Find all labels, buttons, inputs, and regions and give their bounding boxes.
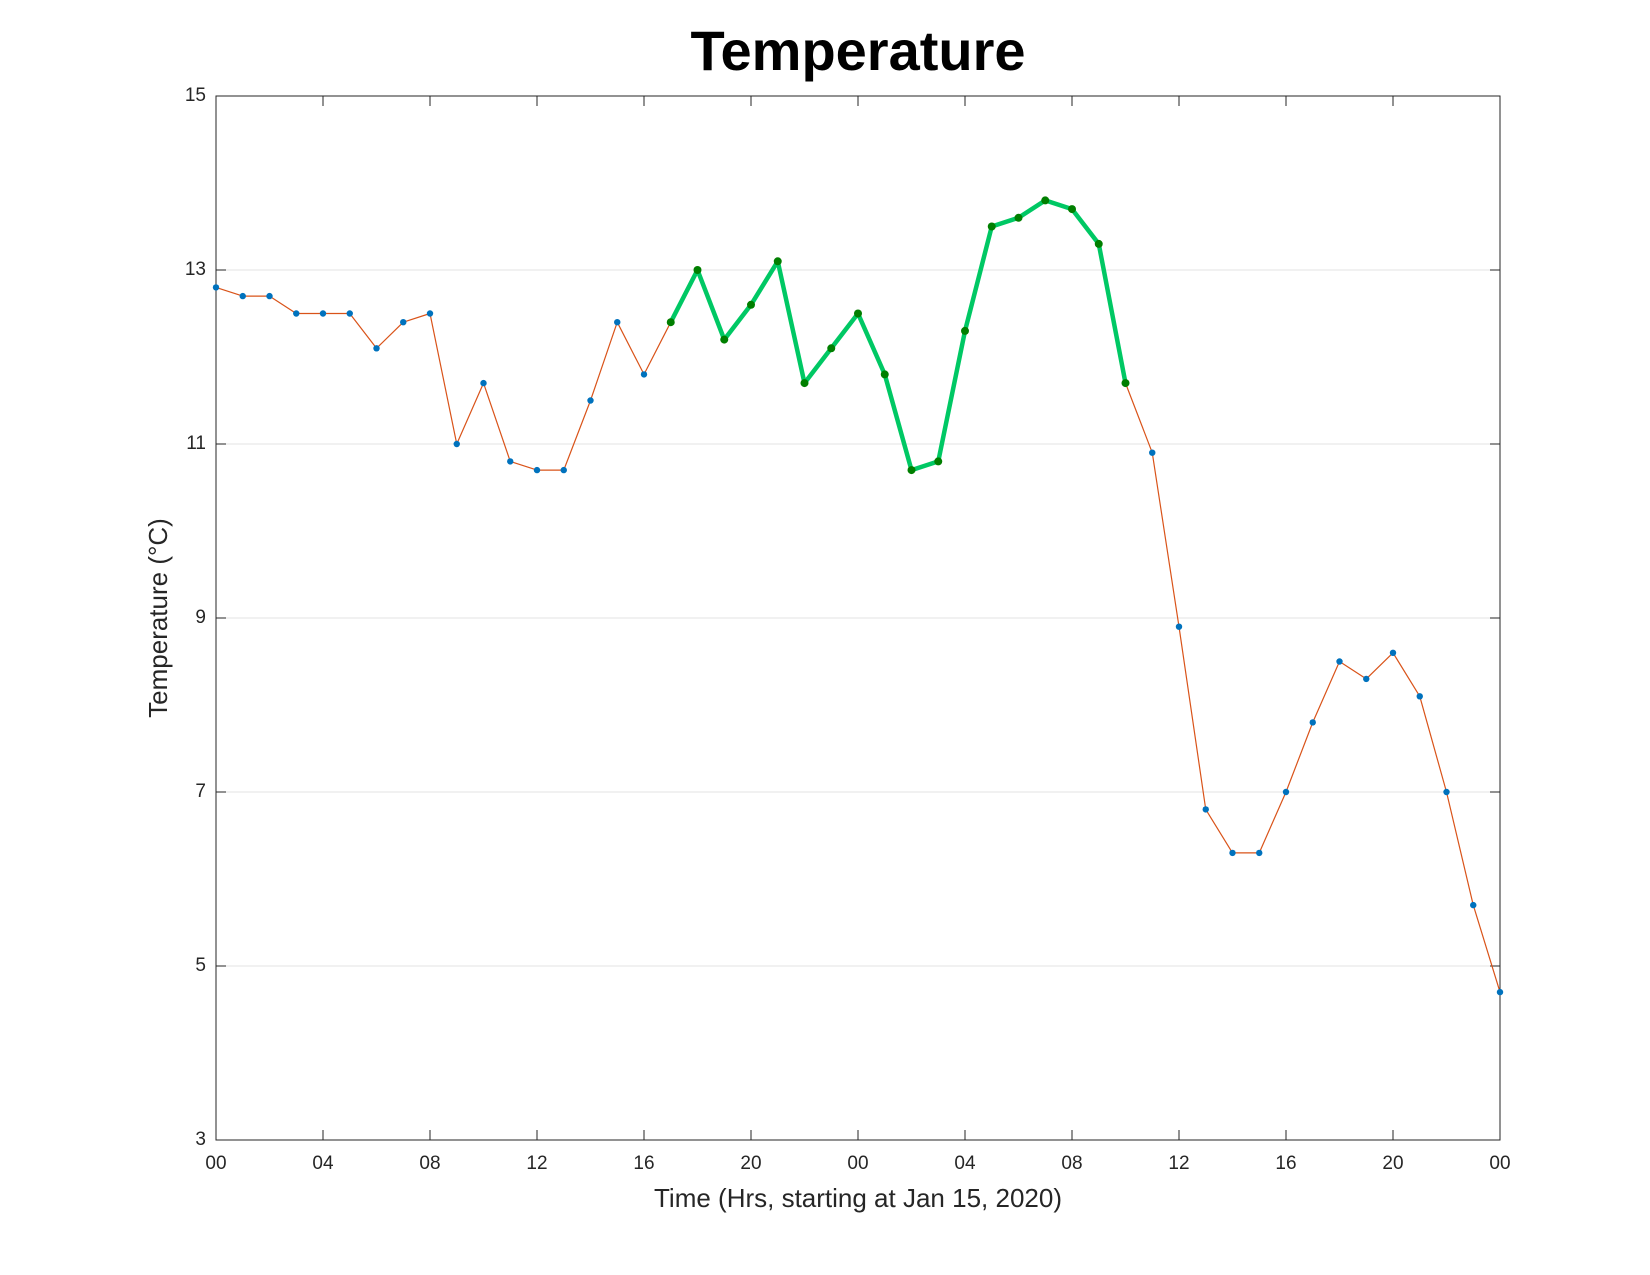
data-point xyxy=(854,309,862,318)
x-tick-label: 16 xyxy=(1275,1153,1296,1174)
y-tick-label: 11 xyxy=(186,433,206,454)
data-point xyxy=(934,457,943,466)
data-point xyxy=(880,370,889,379)
data-point xyxy=(1202,806,1209,813)
series-line xyxy=(215,199,1501,993)
x-tick-label: 12 xyxy=(1168,1153,1189,1174)
x-tick-label: 12 xyxy=(526,1153,547,1174)
data-point xyxy=(1282,788,1290,796)
y-tick-label: 9 xyxy=(195,607,206,628)
data-point xyxy=(773,257,782,266)
data-point xyxy=(1496,988,1504,996)
data-point xyxy=(987,222,996,231)
data-point xyxy=(666,318,675,327)
data-point xyxy=(1094,239,1103,248)
data-point xyxy=(480,379,487,387)
data-point xyxy=(587,397,594,404)
data-point xyxy=(1443,788,1450,796)
x-tick-label: 20 xyxy=(740,1153,761,1174)
data-point xyxy=(1229,849,1236,857)
data-point xyxy=(961,326,969,335)
data-point xyxy=(640,371,648,378)
y-axis-label: Temperature (°C) xyxy=(143,518,173,718)
data-point xyxy=(800,379,809,388)
x-tick-label: 00 xyxy=(847,1153,868,1174)
chart-title: Temperature xyxy=(690,19,1025,82)
plot-frame xyxy=(215,95,1501,1141)
data-point xyxy=(373,345,380,352)
y-tick-label: 5 xyxy=(195,955,206,976)
data-point xyxy=(319,310,327,317)
series-line xyxy=(668,198,1128,473)
data-point xyxy=(507,458,514,465)
data-point xyxy=(1389,649,1397,656)
x-tick-label: 08 xyxy=(419,1153,440,1174)
data-point xyxy=(1149,449,1156,456)
data-point xyxy=(426,310,434,317)
data-point xyxy=(400,319,407,326)
data-point xyxy=(453,440,460,448)
data-point xyxy=(239,292,246,300)
data-point xyxy=(1363,675,1370,683)
x-tick-label: 16 xyxy=(633,1153,654,1174)
x-tick-label: 00 xyxy=(205,1153,226,1174)
y-tick-label: 7 xyxy=(195,781,206,802)
data-point xyxy=(1416,693,1423,700)
data-point xyxy=(1470,901,1477,909)
data-point xyxy=(560,466,567,474)
data-point xyxy=(1256,849,1263,857)
data-point xyxy=(827,344,836,353)
x-tick-label: 04 xyxy=(954,1153,976,1174)
data-point xyxy=(533,466,541,474)
x-axis-label: Time (Hrs, starting at Jan 15, 2020) xyxy=(654,1183,1062,1213)
data-point xyxy=(693,266,702,274)
data-point xyxy=(614,319,621,326)
y-tick-label: 3 xyxy=(195,1129,206,1150)
y-tick-label: 13 xyxy=(185,259,206,280)
x-tick-label: 08 xyxy=(1061,1153,1082,1174)
data-point xyxy=(907,466,916,475)
x-tick-label: 20 xyxy=(1382,1153,1403,1174)
data-point xyxy=(1041,196,1050,205)
data-point xyxy=(1121,379,1130,388)
data-point xyxy=(1309,719,1316,726)
y-tick-label: 15 xyxy=(185,85,206,106)
data-point xyxy=(1336,658,1343,665)
data-point xyxy=(1014,213,1023,222)
x-tick-label: 04 xyxy=(312,1153,334,1174)
data-point xyxy=(212,284,220,291)
data-point xyxy=(1175,623,1183,630)
data-point xyxy=(720,335,729,344)
data-point xyxy=(293,310,300,317)
data-point xyxy=(1068,205,1076,214)
data-point xyxy=(266,292,273,300)
data-point xyxy=(346,310,353,317)
data-point xyxy=(747,300,755,309)
x-tick-label: 00 xyxy=(1489,1153,1510,1174)
